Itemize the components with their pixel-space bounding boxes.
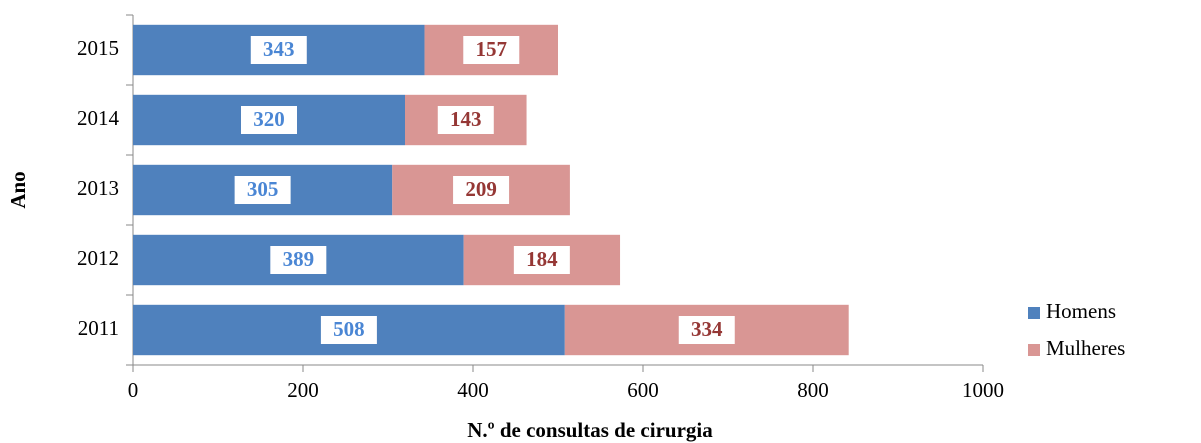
data-label: 343 [263, 37, 295, 61]
x-tick-label: 600 [627, 378, 659, 402]
data-label: 184 [526, 247, 558, 271]
data-label: 143 [450, 107, 482, 131]
x-tick-label: 0 [128, 378, 139, 402]
x-tick-label: 200 [287, 378, 319, 402]
data-label: 209 [465, 177, 497, 201]
y-tick-label: 2014 [77, 106, 120, 130]
y-tick-label: 2011 [78, 316, 119, 340]
data-label-box [678, 316, 735, 344]
x-tick-label: 400 [457, 378, 489, 402]
data-label-box [270, 246, 327, 274]
data-label: 334 [691, 317, 723, 341]
data-label: 305 [247, 177, 279, 201]
data-label-box [250, 36, 307, 64]
data-label-box [241, 106, 297, 134]
legend-swatch [1028, 307, 1040, 319]
data-label: 389 [283, 247, 315, 271]
x-tick-label: 800 [797, 378, 829, 402]
data-label-box [463, 36, 520, 64]
y-tick-label: 2012 [77, 246, 119, 270]
data-label-box [453, 176, 510, 204]
y-tick-label: 2015 [77, 36, 119, 60]
legend-label: Mulheres [1046, 336, 1125, 360]
y-tick-label: 2013 [77, 176, 119, 200]
data-label-box [234, 176, 291, 204]
x-axis-label: N.º de consultas de cirurgia [467, 418, 713, 442]
legend-swatch [1028, 344, 1040, 356]
y-axis-label: Ano [6, 171, 30, 208]
data-label-box [320, 316, 377, 344]
data-label-box [513, 246, 570, 274]
legend-label: Homens [1046, 299, 1116, 323]
data-label: 157 [476, 37, 508, 61]
x-tick-label: 1000 [962, 378, 1004, 402]
data-label: 320 [253, 107, 285, 131]
data-label-box [437, 106, 494, 134]
data-label: 508 [333, 317, 365, 341]
